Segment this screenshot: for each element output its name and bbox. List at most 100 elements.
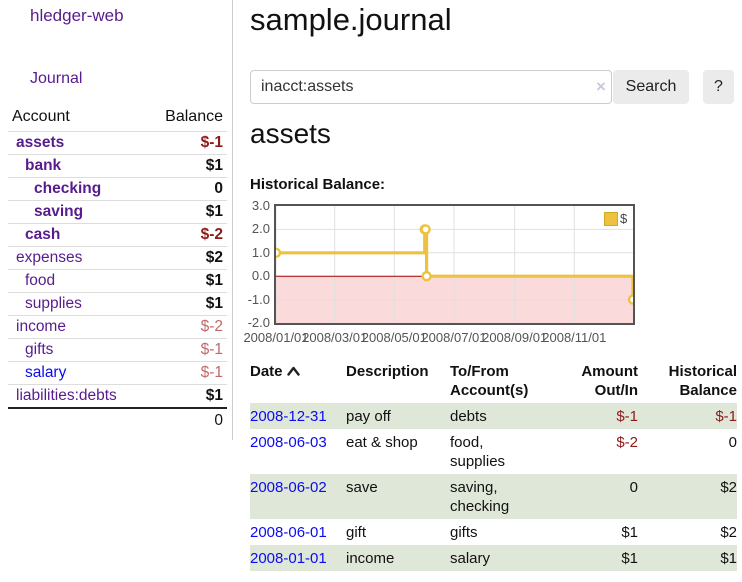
account-row: assets $-1: [8, 131, 227, 154]
accounts-list: assets $-1 bank $1 checking 0 saving $1 cash $-2 e…: [8, 131, 227, 407]
account-link[interactable]: bank: [25, 157, 62, 174]
transaction-balance: $1: [720, 550, 737, 567]
transaction-amount: $1: [621, 550, 638, 567]
transaction-accounts: gifts: [450, 524, 478, 541]
page-title: sample.journal: [250, 2, 452, 37]
legend-swatch-icon: [604, 211, 618, 226]
account-row: gifts $-1: [8, 338, 227, 361]
account-column-header: Account: [12, 108, 70, 125]
account-balance: $1: [205, 157, 223, 174]
accounts-table-header: Account Balance: [8, 104, 227, 131]
transaction-amount: 0: [629, 479, 638, 496]
account-row: supplies $1: [8, 292, 227, 315]
transaction-balance: $2: [720, 479, 737, 496]
transaction-description: pay off: [346, 408, 391, 425]
account-link[interactable]: saving: [34, 203, 84, 220]
data-point-marker: [627, 294, 639, 305]
account-link[interactable]: gifts: [25, 341, 54, 358]
chart-legend: $: [604, 211, 627, 226]
accounts-table: Account Balance assets $-1 bank $1 checking 0…: [8, 104, 227, 433]
app-title-link[interactable]: hledger-web: [30, 6, 124, 25]
account-balance: 0: [214, 180, 223, 197]
account-row: income $-2: [8, 315, 227, 338]
x-axis-tick-label: 2008/05/01: [361, 330, 427, 345]
account-link[interactable]: salary: [25, 364, 67, 381]
account-balance: $-1: [200, 341, 223, 358]
transaction-row: 2008-12-31 pay off debts $-1 $-1: [250, 403, 737, 429]
y-axis-tick-label: -1.0: [247, 291, 270, 307]
account-link[interactable]: liabilities:debts: [16, 387, 117, 404]
y-axis-tick-label: -2.0: [247, 315, 270, 330]
transaction-date-link[interactable]: 2008-06-01: [250, 524, 327, 541]
transaction-date-link[interactable]: 2008-06-02: [250, 479, 327, 496]
register-header-date[interactable]: Date: [250, 362, 346, 400]
transaction-date-link[interactable]: 2008-01-01: [250, 550, 327, 567]
transaction-amount: $-2: [616, 434, 638, 451]
search-input[interactable]: [250, 70, 612, 104]
register-header-description[interactable]: Description: [346, 363, 429, 380]
x-axis-tick-label: 2008/03/01: [302, 330, 368, 345]
account-link[interactable]: checking: [34, 180, 102, 197]
register-table: Date Description To/From Account(s) Amou…: [250, 362, 737, 571]
x-axis-tick-label: 2008/11/01: [542, 330, 607, 345]
y-axis-tick-label: 3.0: [251, 198, 270, 213]
data-point-marker: [421, 270, 432, 282]
transaction-row: 2008-01-01 income salary $1 $1: [250, 545, 737, 571]
account-balance: $-2: [200, 318, 223, 335]
chart-canvas: [270, 206, 639, 323]
account-balance: $-2: [200, 226, 223, 243]
transaction-description: gift: [346, 524, 367, 541]
transaction-accounts: saving, checking: [450, 479, 510, 515]
x-axis-tick-label: 2008/07/01: [421, 330, 487, 345]
sidebar-item-journal[interactable]: Journal: [30, 70, 83, 87]
account-row: liabilities:debts $1: [8, 384, 227, 407]
register-header-amount[interactable]: Amount Out/In: [581, 363, 638, 399]
legend-label: $: [620, 211, 628, 226]
account-link[interactable]: supplies: [25, 295, 82, 312]
account-link[interactable]: assets: [16, 134, 65, 151]
account-row: food $1: [8, 269, 227, 292]
transaction-description: save: [346, 479, 378, 496]
account-row: bank $1: [8, 154, 227, 177]
balance-column-header: Balance: [165, 108, 223, 125]
account-row: saving $1: [8, 200, 227, 223]
account-link[interactable]: food: [25, 272, 56, 289]
sort-ascending-icon: [286, 363, 300, 382]
x-axis-tick-label: 2008/01/01: [243, 330, 309, 345]
sidebar: hledger-web Journal Account Balance asse…: [0, 0, 233, 440]
account-row: cash $-2: [8, 223, 227, 246]
transaction-accounts: salary: [450, 550, 491, 567]
transaction-description: eat & shop: [346, 434, 418, 451]
y-axis-tick-label: 1.0: [251, 244, 270, 260]
register-rows: 2008-12-31 pay off debts $-1 $-1 2008-06-03 ea…: [250, 403, 737, 571]
account-link[interactable]: expenses: [16, 249, 83, 266]
transaction-date-link[interactable]: 2008-12-31: [250, 408, 327, 425]
historical-balance-label: Historical Balance:: [250, 176, 386, 193]
transaction-row: 2008-06-01 gift gifts $1 $2: [250, 519, 737, 545]
transaction-accounts: debts: [450, 408, 487, 425]
accounts-total-row: 0: [8, 407, 227, 433]
historical-balance-chart[interactable]: [270, 204, 639, 325]
y-axis-tick-label: 0.0: [251, 268, 270, 284]
transaction-accounts: food, supplies: [450, 434, 506, 470]
register-header-balance[interactable]: Historical Balance: [668, 363, 737, 399]
accounts-total-value: 0: [214, 412, 223, 429]
transaction-amount: $1: [621, 524, 638, 541]
search-button[interactable]: Search: [613, 70, 689, 104]
account-heading: assets: [250, 118, 331, 149]
account-link[interactable]: income: [16, 318, 66, 335]
account-balance: $-1: [200, 134, 223, 151]
account-balance: $1: [205, 295, 223, 312]
transaction-date-link[interactable]: 2008-06-03: [250, 434, 327, 451]
transaction-row: 2008-06-02 save saving, checking 0 $2: [250, 474, 737, 519]
y-axis-tick-label: 2.0: [251, 221, 270, 237]
register-header-row: Date Description To/From Account(s) Amou…: [250, 362, 737, 403]
register-header-accounts[interactable]: To/From Account(s): [450, 363, 529, 399]
account-balance: $2: [205, 249, 223, 266]
data-point-marker: [270, 247, 282, 258]
account-row: expenses $2: [8, 246, 227, 269]
help-button[interactable]: ?: [703, 70, 734, 104]
clear-search-icon[interactable]: ×: [596, 77, 606, 96]
account-balance: $-1: [200, 364, 223, 381]
account-link[interactable]: cash: [25, 226, 61, 243]
